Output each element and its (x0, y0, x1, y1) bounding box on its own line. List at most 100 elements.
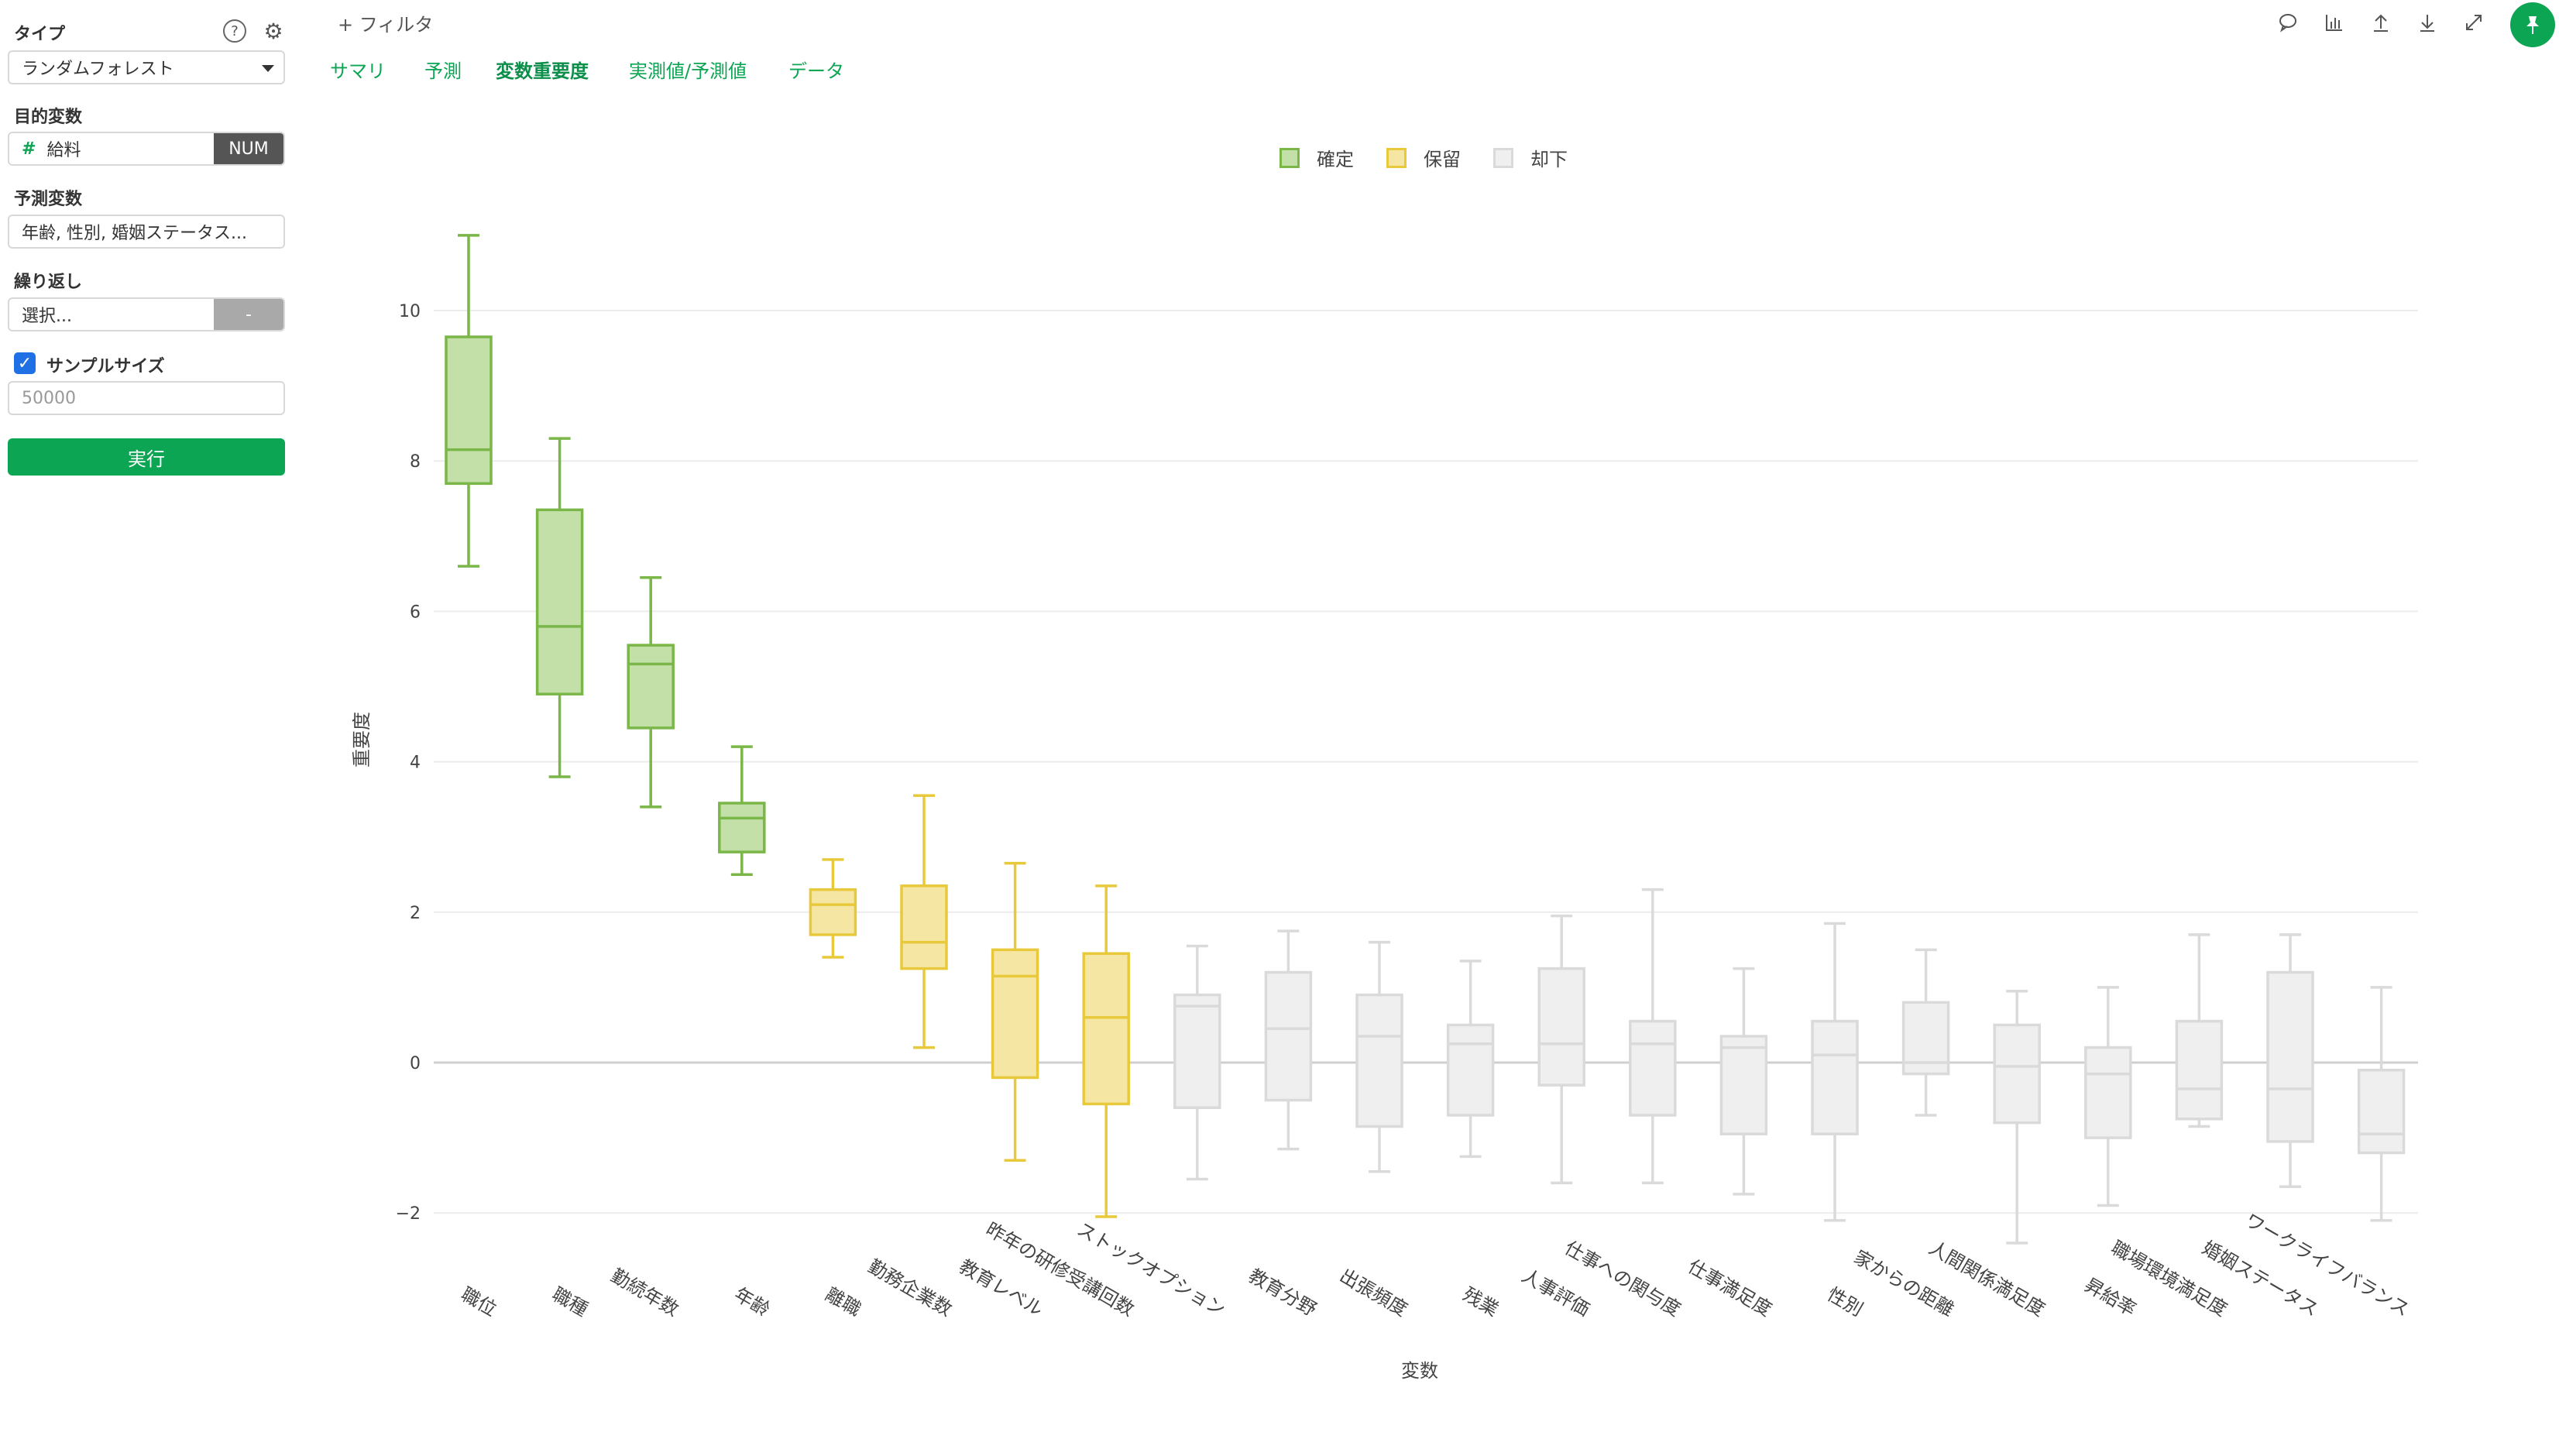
box-body (535, 508, 584, 695)
predictor-label: 予測変数 (14, 190, 83, 209)
tab-importance[interactable]: 変数重要度 (496, 60, 589, 82)
comment-icon[interactable] (2275, 9, 2301, 36)
sample-size-input[interactable]: 50000 (8, 381, 285, 415)
y-tick-label: −2 (396, 1204, 421, 1224)
x-tick-label: 離職 (822, 1283, 865, 1320)
y-tick-label: 8 (410, 452, 421, 472)
x-tick-label: 勤続年数 (607, 1265, 682, 1320)
box-12 (1446, 960, 1495, 1159)
box-body (2084, 1046, 2132, 1139)
run-button[interactable]: 実行 (8, 438, 285, 476)
add-filter-button[interactable]: + フィルタ (338, 14, 434, 36)
box-body (1537, 967, 1585, 1087)
repeat-tag[interactable]: - (214, 299, 283, 330)
legend-item-rejected[interactable]: 却下 (1493, 144, 1568, 171)
legend-item-tentative[interactable]: 保留 (1386, 144, 1461, 171)
expand-icon[interactable] (2461, 9, 2487, 36)
sample-size-label: サンプルサイズ (46, 357, 165, 376)
box-body (1719, 1035, 1768, 1135)
box-5 (809, 858, 857, 959)
x-tick-label: 職位 (457, 1283, 500, 1320)
box-10 (1264, 929, 1313, 1151)
box-15 (1719, 967, 1768, 1196)
x-tick-label: 仕事満足度 (1684, 1255, 1775, 1320)
box-20 (2175, 933, 2224, 1128)
tab-prediction[interactable]: 予測 (424, 60, 462, 82)
y-axis: −2 0 2 4 6 8 10 (396, 302, 421, 1224)
box-6 (900, 794, 948, 1049)
num-tag: NUM (214, 133, 283, 164)
x-tick-label: 職種 (548, 1283, 592, 1320)
x-axis-title: 変数 (1401, 1360, 1438, 1382)
box-body (718, 802, 766, 853)
y-tick-label: 0 (410, 1054, 421, 1073)
box-17 (1901, 948, 1950, 1117)
y-tick-label: 4 (410, 754, 421, 773)
question-icon[interactable]: ? (223, 19, 246, 43)
x-tick-label: ワークライフバランス (2241, 1209, 2413, 1320)
sample-size-checkbox[interactable]: ✓ (14, 352, 36, 374)
legend-swatch-tentative (1386, 147, 1407, 168)
type-label: タイプ (14, 25, 66, 44)
box-2 (535, 437, 584, 778)
legend-swatch-rejected (1493, 147, 1513, 168)
target-label: 目的変数 (14, 108, 83, 127)
legend-swatch-confirmed (1280, 147, 1300, 168)
x-tick-label: 昇給率 (2080, 1274, 2139, 1320)
box-body (809, 888, 857, 936)
x-tick-label: 年齢 (730, 1283, 774, 1320)
box-11 (1355, 940, 1403, 1173)
box-22 (2357, 986, 2406, 1222)
x-tick-label: ストックオプション (1073, 1218, 1229, 1320)
predictor-field[interactable]: 年齢, 性別, 婚姻ステータス... (8, 215, 285, 249)
type-select-value: ランダムフォレスト (22, 60, 174, 79)
box-body (1993, 1023, 2041, 1125)
upload-icon[interactable] (2368, 9, 2394, 36)
boxes (445, 234, 2406, 1245)
box-body (1082, 952, 1130, 1106)
box-18 (1993, 990, 2041, 1245)
download-icon[interactable] (2414, 9, 2440, 36)
box-7 (991, 861, 1039, 1162)
x-tick-label: 教育分野 (1245, 1265, 1320, 1320)
box-19 (2084, 986, 2132, 1207)
chevron-down-icon (262, 65, 274, 72)
tab-summary[interactable]: サマリ (330, 60, 386, 82)
legend-item-confirmed[interactable]: 確定 (1280, 144, 1354, 171)
x-tick-label: 勤務企業数 (864, 1255, 956, 1320)
box-body (991, 948, 1039, 1080)
box-13 (1537, 914, 1585, 1185)
tab-data[interactable]: データ (788, 60, 844, 82)
box-body (900, 884, 948, 970)
box-8 (1082, 884, 1130, 1218)
box-body (2266, 970, 2314, 1143)
box-21 (2266, 933, 2314, 1188)
pin-icon[interactable] (2510, 2, 2555, 47)
box-body (1355, 993, 1403, 1128)
legend-label-tentative: 保留 (1424, 149, 1461, 170)
chart-icon[interactable] (2321, 9, 2348, 36)
box-4 (718, 745, 766, 876)
legend-label-confirmed: 確定 (1317, 149, 1354, 170)
y-tick-label: 2 (410, 904, 421, 923)
box-14 (1629, 888, 1677, 1185)
box-3 (627, 575, 675, 809)
x-tick-label: 人事評価 (1518, 1265, 1593, 1320)
sidebar: タイプ ? ⚙ ランダムフォレスト 目的変数 # 給料 NUM 予測変数 年齢,… (0, 0, 294, 1456)
target-value: 給料 (46, 141, 81, 160)
target-field[interactable]: # 給料 NUM (8, 132, 285, 166)
gear-icon[interactable]: ⚙ (263, 18, 283, 44)
repeat-value: 選択... (22, 307, 72, 326)
hash-icon: # (22, 139, 36, 159)
y-axis-title: 重要度 (351, 712, 373, 767)
box-body (1173, 993, 1221, 1110)
y-tick-label: 10 (399, 302, 421, 321)
tab-actual-vs-predicted[interactable]: 実測値/予測値 (629, 60, 747, 82)
repeat-select[interactable]: 選択... - (8, 297, 285, 331)
x-tick-label: 残業 (1459, 1283, 1503, 1320)
predictor-value: 年齢, 性別, 婚姻ステータス... (22, 224, 247, 243)
box-1 (445, 234, 493, 568)
type-select[interactable]: ランダムフォレスト (8, 50, 285, 84)
box-body (1446, 1023, 1495, 1117)
